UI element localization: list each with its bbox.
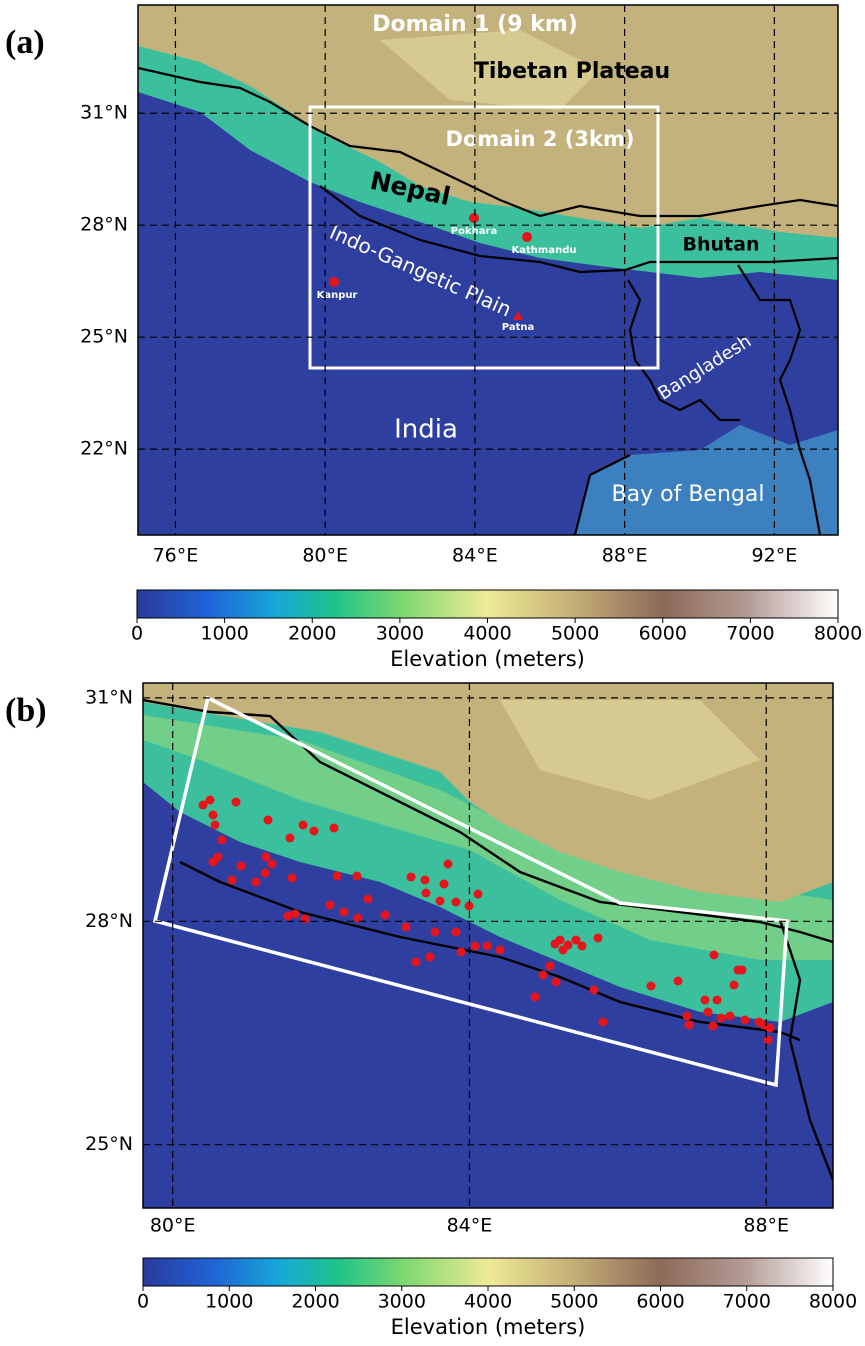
colorbar-tick-label: 6000 (639, 623, 687, 645)
colorbar-tick-label: 5000 (551, 623, 599, 645)
x-tick-label: 88°E (602, 545, 648, 567)
x-tick-label: 76°E (153, 545, 199, 567)
place-label: Bhutan (683, 234, 760, 256)
frame-b (142, 682, 834, 1209)
place-label: Kathmandu (512, 245, 577, 256)
colorbar-tick-label: 8000 (809, 1291, 857, 1313)
colorbar (142, 1257, 834, 1287)
colorbar-tick-label: 7000 (726, 623, 774, 645)
colorbar (136, 589, 839, 619)
colorbar-tick-label: 2000 (288, 623, 336, 645)
x-tick-label: 84°E (452, 545, 498, 567)
colorbar-tick-label: 7000 (723, 1291, 771, 1313)
place-label: Kanpur (317, 290, 358, 301)
colorbar-tick-label: 0 (131, 623, 143, 645)
place-label: Patna (502, 322, 534, 333)
place-label: Pokhara (451, 226, 497, 237)
y-tick-label: 31°N (85, 686, 133, 708)
colorbar-tick-label: 1000 (200, 623, 248, 645)
panel-label: (b) (5, 692, 47, 729)
colorbar-tick-label: 5000 (550, 1291, 598, 1313)
colorbar-tick-label: 8000 (814, 623, 862, 645)
x-tick-label: 80°E (150, 1215, 196, 1237)
y-tick-label: 25°N (80, 326, 128, 348)
panel-label: (a) (5, 24, 45, 61)
x-tick-label: 88°E (743, 1215, 789, 1237)
colorbar-tick-label: 4000 (463, 623, 511, 645)
stations (198, 795, 775, 1045)
colorbar-label: Elevation (meters) (391, 1315, 586, 1339)
place-label: Tibetan Plateau (474, 59, 670, 84)
colorbar-tick-label: 4000 (464, 1291, 512, 1313)
y-tick-label: 25°N (85, 1133, 133, 1155)
terrain-a (138, 5, 838, 535)
colorbar-tick-label: 0 (137, 1291, 149, 1313)
terrain-b (143, 683, 833, 1208)
place-label: India (394, 415, 458, 445)
place-label: Bay of Bengal (612, 482, 765, 507)
y-tick-label: 31°N (80, 102, 128, 124)
colorbar-tick-label: 3000 (378, 1291, 426, 1313)
x-tick-label: 84°E (447, 1215, 493, 1237)
place-label: Domain 2 (3km) (446, 127, 635, 151)
colorbar-tick-label: 3000 (376, 623, 424, 645)
colorbar-label: Elevation (meters) (390, 647, 585, 671)
y-tick-label: 28°N (85, 910, 133, 932)
colorbar-tick-label: 6000 (636, 1291, 684, 1313)
colorbar-tick-label: 1000 (205, 1291, 253, 1313)
x-tick-label: 92°E (752, 545, 798, 567)
y-tick-label: 22°N (80, 438, 128, 460)
y-tick-label: 28°N (80, 214, 128, 236)
x-tick-label: 80°E (302, 545, 348, 567)
colorbar-tick-label: 2000 (291, 1291, 339, 1313)
frame-a (137, 4, 839, 536)
